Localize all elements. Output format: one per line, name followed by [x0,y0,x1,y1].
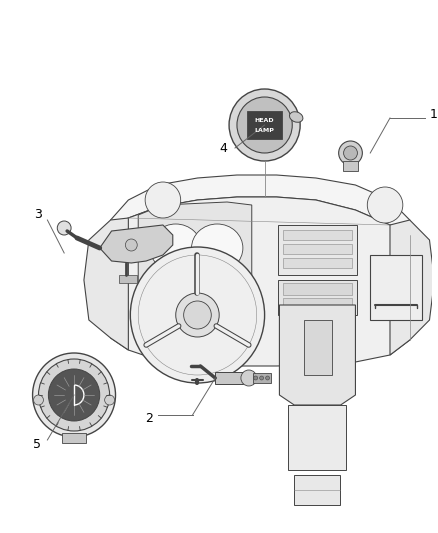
Bar [120,275,137,283]
Circle shape [184,301,211,329]
Bar [224,278,244,292]
Circle shape [145,182,181,218]
Circle shape [105,395,114,405]
Polygon shape [138,202,252,295]
Bar [190,258,205,270]
Circle shape [229,89,300,161]
Bar [279,225,357,275]
Text: 1: 1 [430,109,438,122]
Circle shape [241,370,257,386]
Circle shape [131,247,265,383]
Bar [283,244,353,254]
Polygon shape [100,225,173,263]
Ellipse shape [150,224,201,272]
Text: 4: 4 [219,141,227,155]
Circle shape [367,187,403,223]
Bar [163,278,193,292]
Circle shape [32,353,116,437]
Bar [343,161,358,171]
Circle shape [34,395,43,405]
Polygon shape [110,175,410,235]
Circle shape [125,239,137,251]
Polygon shape [288,405,346,470]
Text: 3: 3 [34,208,42,222]
Bar [370,255,422,320]
Text: HEAD: HEAD [255,117,275,123]
Bar [283,258,353,268]
Bar [294,475,339,505]
Circle shape [57,221,71,235]
Bar [283,230,353,240]
Ellipse shape [290,112,303,122]
Bar [283,283,353,295]
Polygon shape [279,305,356,405]
Circle shape [254,376,258,380]
Text: 2: 2 [145,411,153,424]
Bar [198,278,219,292]
Bar [279,280,357,315]
Bar [253,373,271,383]
Polygon shape [110,197,410,366]
Ellipse shape [143,271,163,289]
Circle shape [39,359,110,431]
Polygon shape [84,218,128,350]
Circle shape [339,141,362,165]
Circle shape [260,376,264,380]
Circle shape [237,97,292,153]
Ellipse shape [191,224,243,272]
Bar [215,372,243,384]
Bar [304,320,332,375]
Text: 5: 5 [33,439,42,451]
Circle shape [343,146,357,160]
Bar [62,433,86,443]
Circle shape [48,369,100,421]
Circle shape [176,293,219,337]
Circle shape [265,376,269,380]
Bar [247,111,283,139]
Text: LAMP: LAMP [254,127,275,133]
Bar [283,298,353,310]
Polygon shape [390,220,434,355]
